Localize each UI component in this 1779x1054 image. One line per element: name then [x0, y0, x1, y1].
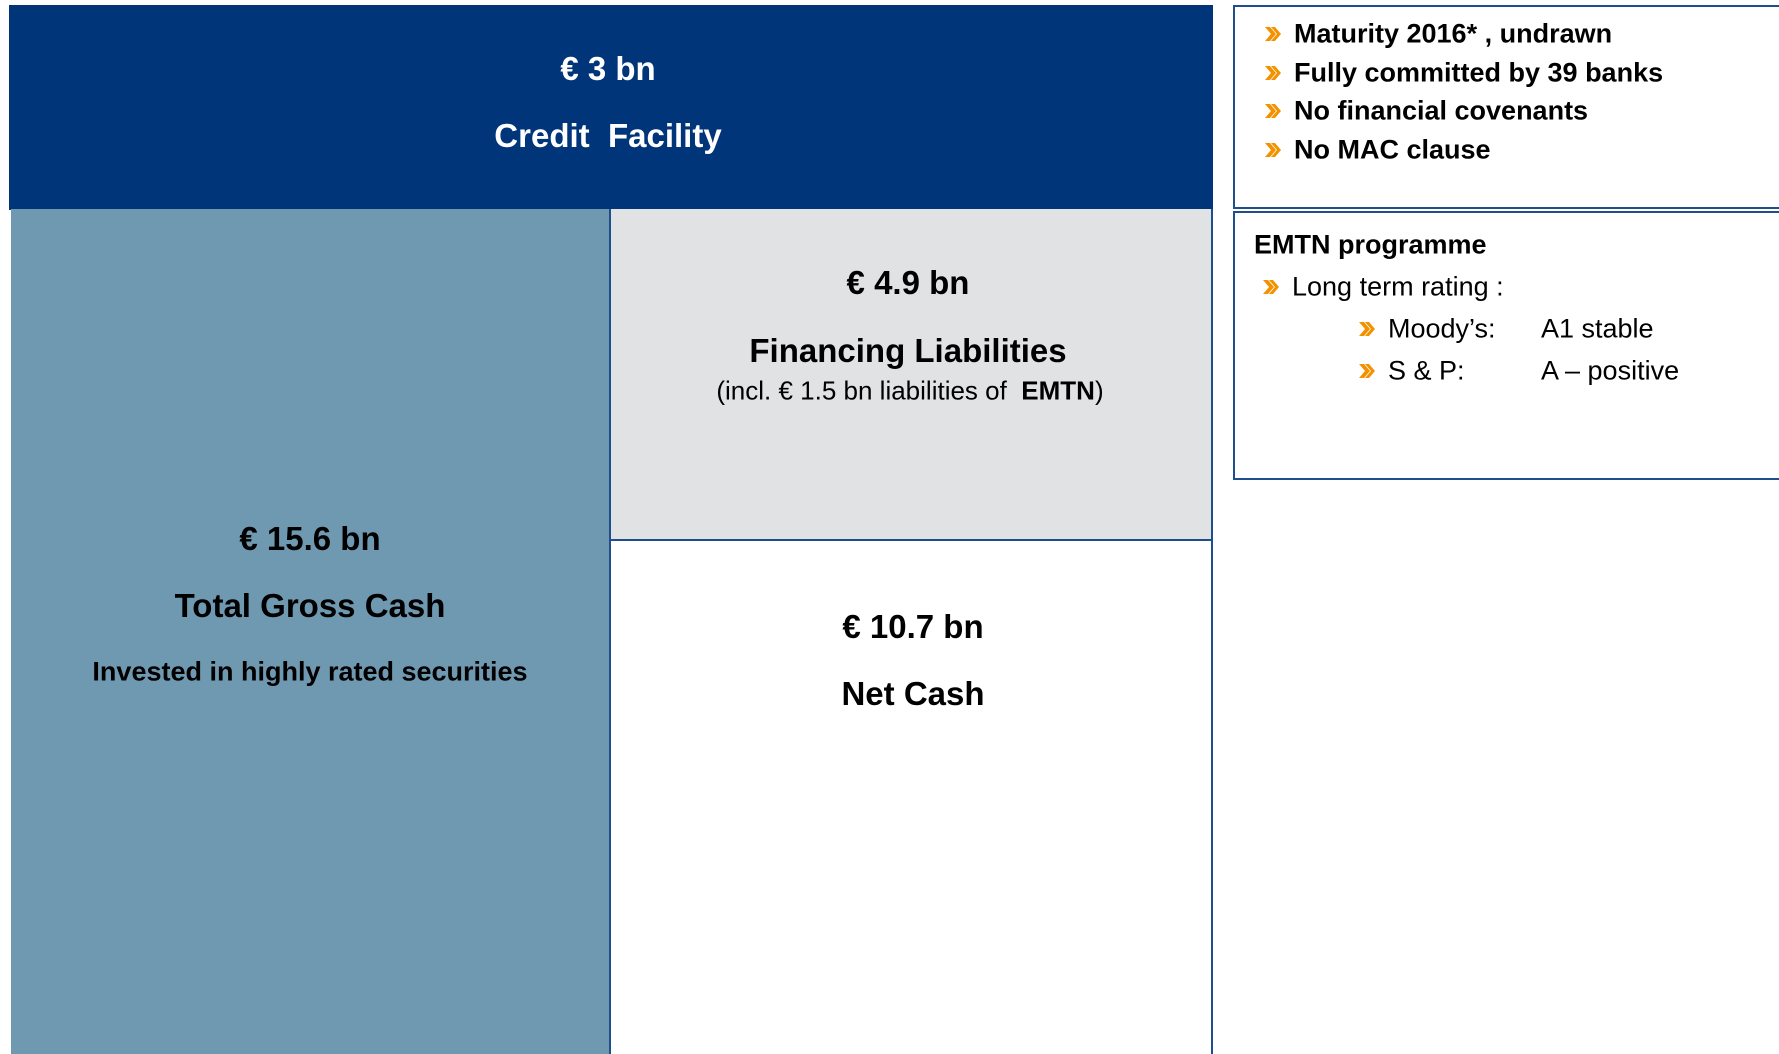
bullet — [1265, 104, 1281, 118]
amount: € 3 bn — [560, 50, 656, 87]
item-text: A – positive — [1541, 355, 1680, 386]
bullet — [1359, 364, 1375, 378]
note-text: (incl. € 1.5 bn liabilities of — [716, 375, 1022, 406]
label: Net Cash — [841, 675, 985, 712]
note: Invested in highly rated securities — [92, 656, 528, 687]
financing-box — [611, 209, 1213, 541]
item-text: Fully committed by 39 banks — [1294, 57, 1664, 87]
item-text: Moody’s: — [1388, 313, 1496, 344]
net-cash-box — [611, 540, 1213, 1054]
amount: € 10.7 bn — [842, 608, 984, 645]
terms-box — [1233, 5, 1779, 209]
credit-facility-box — [9, 5, 1213, 210]
bullet — [1265, 142, 1281, 157]
item-text: Maturity 2016* , undrawn — [1294, 18, 1613, 49]
bullet — [1265, 27, 1281, 41]
item-text: Long term rating : — [1292, 271, 1504, 302]
note-bold: EMTN — [1021, 375, 1095, 406]
note-text: ) — [1094, 375, 1104, 406]
gross-cash-box — [11, 209, 611, 1054]
bullet — [1359, 322, 1375, 336]
emtn-box — [1233, 211, 1779, 480]
amount: € 4.9 bn — [846, 264, 970, 301]
item-text: No financial covenants — [1294, 95, 1589, 126]
item-text: A1 stable — [1541, 313, 1654, 344]
note: (incl. € 1.5 bn liabilities of EMTN) — [716, 376, 1103, 407]
bullet — [1265, 65, 1281, 80]
item-text: S & P: — [1388, 355, 1465, 386]
bullet — [1263, 280, 1279, 294]
label: Credit Facility — [494, 117, 722, 154]
label: Financing Liabilities — [749, 332, 1067, 369]
label: Total Gross Cash — [174, 587, 446, 624]
emtn-title: EMTN programme — [1254, 229, 1487, 260]
item-text: No MAC clause — [1294, 134, 1491, 164]
amount: € 15.6 bn — [239, 520, 381, 557]
